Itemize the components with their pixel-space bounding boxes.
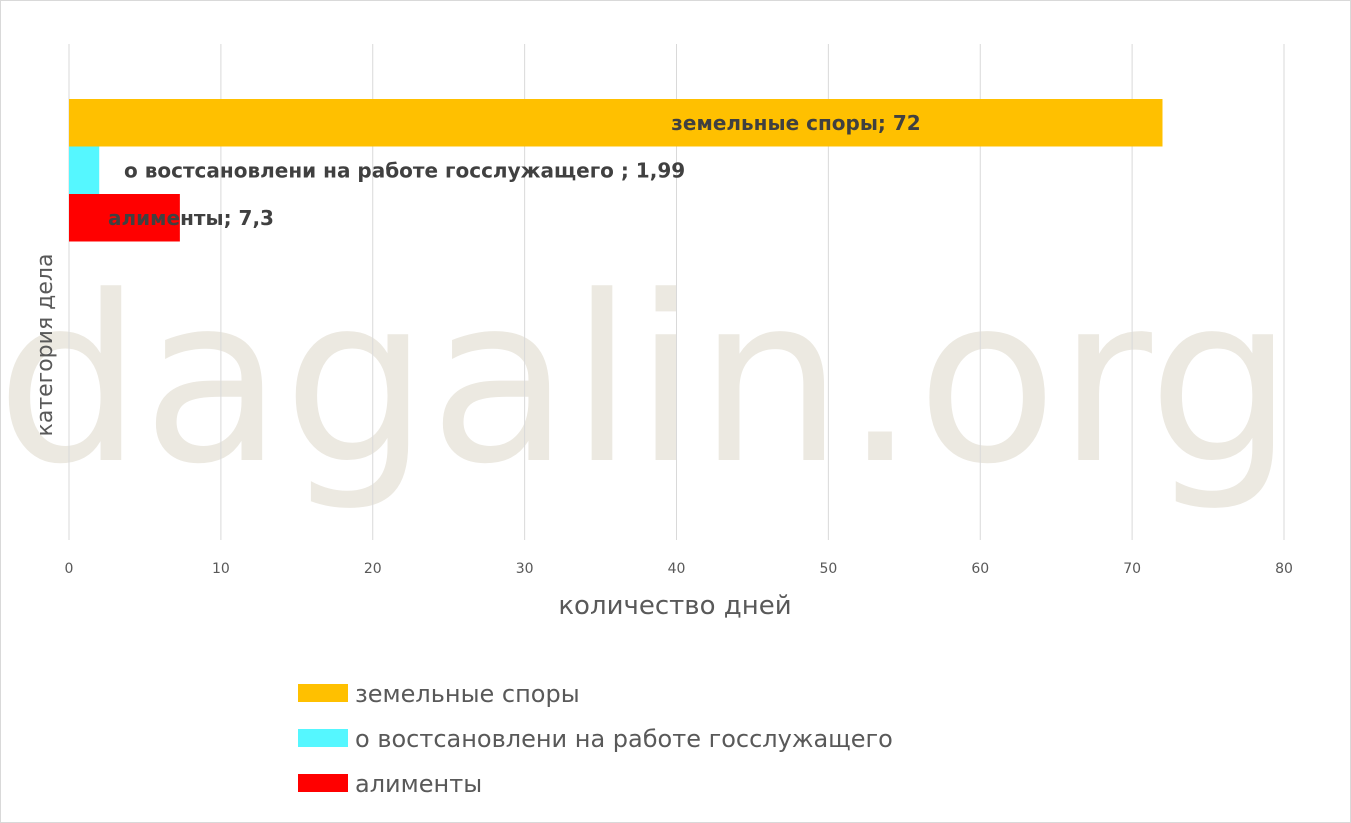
bar xyxy=(69,99,1163,147)
x-tick-label: 0 xyxy=(65,561,74,577)
legend-label: о востсановлени на работе госслужащего xyxy=(355,725,893,753)
data-labels: земельные споры; 72 о востсановлени на ра… xyxy=(108,111,921,230)
legend-swatch xyxy=(298,729,348,747)
watermark-text: dagalin.org xyxy=(0,248,1294,515)
x-tick-label: 10 xyxy=(212,561,230,577)
x-tick-label: 30 xyxy=(516,561,534,577)
x-tick-label: 70 xyxy=(1123,561,1141,577)
legend-swatch xyxy=(298,774,348,792)
legend-swatch xyxy=(298,684,348,702)
x-tick-label: 40 xyxy=(668,561,686,577)
legend: земельные споры о востсановлени на работе… xyxy=(298,680,893,798)
x-tick-label: 20 xyxy=(364,561,382,577)
data-label: алименты; 7,3 xyxy=(108,206,274,230)
y-axis-title: категория дела xyxy=(33,254,58,437)
x-tick-label: 80 xyxy=(1275,561,1293,577)
x-axis-title: количество дней xyxy=(558,591,791,621)
x-tick-label: 50 xyxy=(819,561,837,577)
x-tick-label: 60 xyxy=(971,561,989,577)
bar xyxy=(69,146,100,194)
bars xyxy=(69,99,1163,242)
legend-label: земельные споры xyxy=(355,680,580,708)
bar xyxy=(69,194,180,242)
legend-label: алименты xyxy=(355,770,482,798)
data-label: земельные споры; 72 xyxy=(671,111,920,135)
x-axis-ticks: 0 10 20 30 40 50 60 70 80 xyxy=(65,561,1293,577)
data-label: о востсановлени на работе госслужащего ;… xyxy=(124,158,685,182)
